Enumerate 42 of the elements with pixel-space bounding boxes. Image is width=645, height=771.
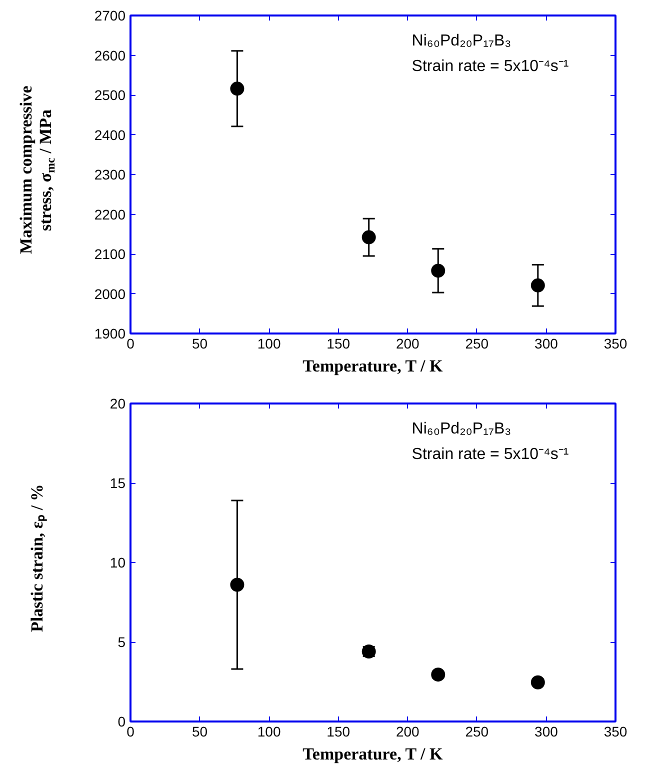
- y-tick-label: 10: [110, 554, 126, 570]
- x-axis-title: Temperature, T / K: [302, 744, 444, 764]
- point: [431, 264, 446, 278]
- annotation: Ni₆₀Pd₂₀P₁₇B₃: [412, 420, 512, 438]
- x-tick-label: 100: [257, 724, 281, 740]
- y-tick-label: 0: [118, 714, 126, 730]
- y-tick-label: 15: [110, 475, 126, 491]
- y-tick-label: 1900: [94, 326, 126, 342]
- x-tick-label: 150: [326, 336, 350, 352]
- x-tick-label: 350: [604, 724, 628, 740]
- x-tick-label: 50: [192, 336, 208, 352]
- point: [230, 578, 244, 592]
- x-tick-label: 350: [604, 336, 628, 352]
- y-tick-label: 2500: [94, 87, 126, 103]
- y-tick-label: 2000: [94, 286, 126, 302]
- x-tick-label: 300: [534, 336, 558, 352]
- y-tick-label: 2400: [94, 126, 126, 143]
- x-tick-label: 200: [396, 724, 420, 740]
- y-tick-label: 20: [110, 396, 126, 412]
- x-tick-label: 300: [534, 724, 558, 740]
- x-tick-label: 100: [257, 336, 281, 352]
- y-axis-title: Plastic strain, εₚ / %: [28, 484, 48, 632]
- y-tick-label: 2200: [94, 206, 126, 222]
- annotation: Ni₆₀Pd₂₀P₁₇B₃: [412, 32, 512, 50]
- annotation: Strain rate = 5x10⁻⁴s⁻¹: [412, 446, 569, 463]
- y-tick-label: 2700: [94, 8, 126, 24]
- point: [530, 278, 545, 292]
- x-tick-label: 200: [396, 336, 420, 352]
- y-tick-label: 2600: [94, 47, 126, 64]
- annotation: Strain rate = 5x10⁻⁴s⁻¹: [412, 58, 569, 75]
- point: [230, 82, 244, 96]
- x-tick-label: 250: [465, 724, 489, 740]
- y-tick-label: 2100: [94, 246, 126, 262]
- point: [362, 230, 376, 244]
- point: [530, 675, 545, 690]
- y-tick-label: 5: [118, 634, 126, 650]
- y-tick-label: 2300: [94, 166, 126, 182]
- point: [431, 668, 446, 682]
- x-tick-label: 150: [326, 724, 350, 740]
- x-axis-title: Temperature, T / K: [302, 356, 444, 376]
- x-tick-label: 250: [465, 336, 489, 352]
- x-tick-label: 50: [192, 724, 208, 740]
